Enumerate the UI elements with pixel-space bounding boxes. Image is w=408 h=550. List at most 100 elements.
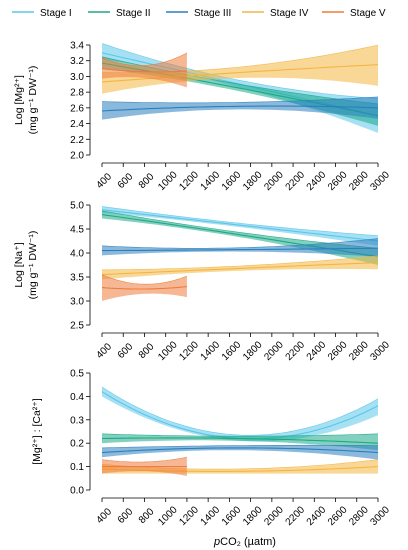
y-tick-label: 2.0	[70, 151, 84, 162]
x-tick-label: 1000	[156, 339, 180, 363]
x-axis-label: pCO₂ (µatm)	[213, 536, 276, 548]
x-tick-label: 1400	[199, 339, 223, 363]
y-tick-label: 3.4	[70, 41, 84, 52]
x-tick-label: 3000	[368, 169, 392, 193]
x-tick-label: 2000	[262, 504, 286, 528]
confidence-band-stage-v	[102, 52, 187, 88]
y-tick-label: 3.2	[70, 56, 84, 67]
series-line-stage-iii	[102, 247, 379, 252]
y-tick-label: 2.4	[70, 119, 84, 130]
legend-label: Stage V	[350, 8, 386, 19]
y-tick-label: 2.6	[70, 103, 84, 114]
x-tick-label: 1800	[241, 504, 265, 528]
band-edge	[101, 52, 188, 66]
x-tick-label: 2600	[326, 339, 350, 363]
band-edge	[101, 274, 188, 285]
x-tick-label: 600	[116, 506, 136, 526]
x-tick-label: 800	[137, 341, 157, 361]
x-tick-label: 1200	[177, 339, 201, 363]
x-tick-label: 2200	[284, 504, 308, 528]
x-tick-label: 1000	[156, 169, 180, 193]
y-tick-label: 0.3	[70, 415, 84, 426]
confidence-band-stage-i	[102, 206, 378, 246]
y-tick-label: 2.8	[70, 88, 84, 99]
band-edge	[101, 456, 187, 463]
x-tick-label: 1600	[220, 339, 244, 363]
y-tick-label: 0.2	[70, 439, 84, 450]
x-tick-label: 1800	[241, 169, 265, 193]
series-line-stage-ii	[101, 437, 379, 444]
series-line-stage-v	[101, 68, 187, 73]
series-line-stage-i	[101, 209, 379, 242]
confidence-band-stage-v	[102, 274, 187, 301]
x-tick-label: 3000	[368, 339, 392, 363]
x-tick-label: 2400	[305, 169, 329, 193]
y-axis-label: (mg g⁻¹ DW⁻¹)	[27, 231, 39, 300]
y-tick-label: 3.5	[70, 273, 84, 284]
legend-label: Stage IV	[270, 8, 309, 19]
x-tick-label: 1600	[220, 504, 244, 528]
confidence-band-stage-iii	[102, 96, 378, 120]
series-line-stage-iii	[101, 105, 379, 112]
x-tick-label: 2800	[347, 169, 371, 193]
y-axis-label: [Mg²⁺] : [Ca²⁺]	[31, 398, 43, 465]
x-tick-label: 2000	[262, 339, 286, 363]
x-tick-label: 2200	[284, 169, 308, 193]
y-tick-label: 0.1	[70, 462, 84, 473]
x-tick-label: 1400	[199, 504, 223, 528]
x-tick-label: 1800	[241, 339, 265, 363]
y-tick-label: 0.0	[70, 486, 84, 497]
confidence-band-stage-i	[102, 387, 378, 442]
x-tick-label: 2800	[347, 504, 371, 528]
x-tick-label: 1600	[220, 169, 244, 193]
x-tick-label: 1400	[199, 169, 223, 193]
band-edge	[101, 238, 379, 249]
x-tick-label: 600	[116, 171, 136, 191]
legend-label: Stage II	[116, 8, 150, 19]
band-edge	[101, 96, 379, 104]
x-tick-label: 2000	[262, 169, 286, 193]
y-tick-label: 4.0	[70, 249, 84, 260]
x-tick-label: 2800	[347, 339, 371, 363]
y-tick-label: 5.0	[70, 201, 84, 212]
y-tick-label: 3.0	[70, 297, 84, 308]
x-tick-label: 600	[116, 341, 136, 361]
y-axis-label: Log [Mg²⁺]	[13, 75, 25, 125]
x-tick-label: 800	[137, 506, 157, 526]
x-tick-label: 2600	[326, 169, 350, 193]
x-tick-label: 1200	[177, 504, 201, 528]
x-tick-label: 2400	[305, 339, 329, 363]
band-edge	[101, 386, 379, 436]
panel-mg: 2.0 2.2 2.4 2.6 2.8 3.0 3.2 3.4 Log [Mg²⁺] (mg g⁻…	[13, 41, 392, 193]
band-edge	[101, 206, 379, 236]
x-tick-label: 400	[94, 341, 114, 361]
y-tick-label: 0.5	[70, 369, 84, 380]
y-tick-label: 2.5	[70, 321, 84, 332]
y-tick-label: 0.4	[70, 392, 84, 403]
y-axis-label: (mg g⁻¹ DW⁻¹)	[27, 66, 39, 135]
series-line-stage-v	[101, 286, 187, 290]
x-tick-label: 2600	[326, 504, 350, 528]
x-tick-label: 1200	[177, 169, 201, 193]
x-tick-label: 1000	[156, 504, 180, 528]
x-axis-label-rest: CO₂ (µatm)	[220, 536, 276, 548]
legend-label: Stage III	[194, 8, 231, 19]
series-line-stage-iv	[101, 64, 379, 83]
y-tick-label: 3.0	[70, 72, 84, 83]
y-axis-label: Log [Na⁺]	[13, 242, 25, 287]
y-tick-label: 4.5	[70, 225, 84, 236]
x-tick-label: 2200	[284, 339, 308, 363]
panel-mg-ca-ratio: 0.0 0.1 0.2 0.3 0.4 0.5 [Mg²⁺] : [Ca²⁺] 400 600 8…	[31, 369, 392, 528]
y-tick-label: 2.2	[70, 135, 84, 146]
series-line-stage-iii	[101, 447, 379, 454]
band-edge	[101, 43, 379, 99]
x-axis-label-italic: p	[213, 536, 220, 548]
legend-label: Stage I	[40, 8, 72, 19]
x-tick-label: 3000	[368, 504, 392, 528]
band-edge	[102, 255, 379, 271]
x-tick-label: 800	[137, 171, 157, 191]
x-tick-label: 400	[94, 171, 114, 191]
x-tick-label: 2400	[305, 504, 329, 528]
